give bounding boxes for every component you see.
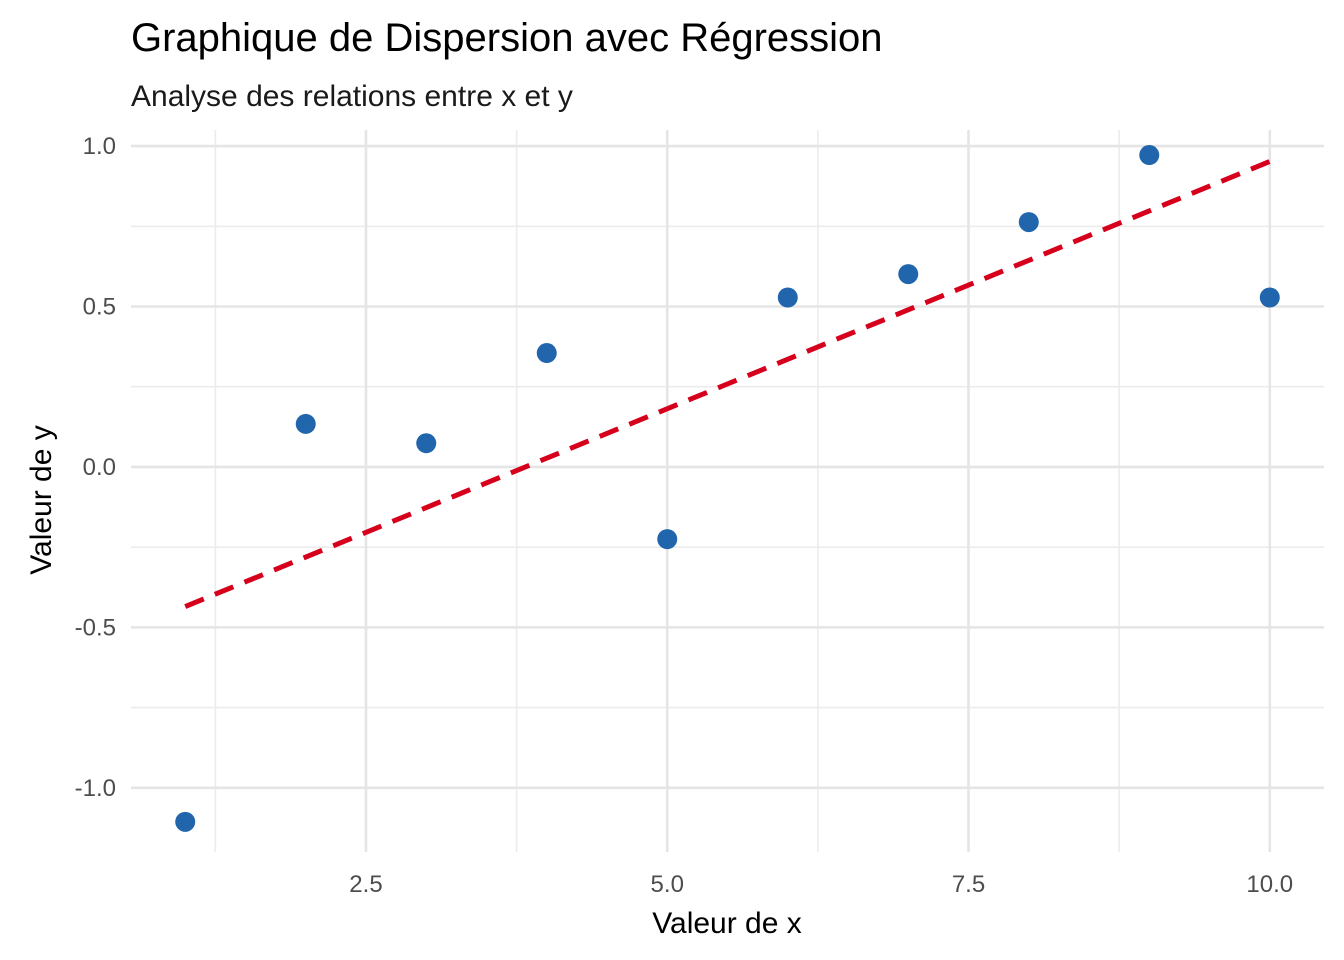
data-point	[1259, 287, 1280, 308]
data-point	[416, 433, 437, 454]
data-point	[536, 343, 557, 364]
minor-gridlines	[131, 130, 1324, 852]
data-point	[657, 529, 678, 550]
x-tick-label: 7.5	[952, 871, 985, 898]
data-point	[175, 811, 196, 832]
data-points	[175, 145, 1280, 832]
chart-subtitle: Analyse des relations entre x et y	[131, 80, 573, 113]
y-tick-label: 0.0	[83, 454, 116, 481]
regression-line	[184, 159, 1271, 609]
y-tick-label: -1.0	[75, 775, 116, 802]
y-tick-label: 1.0	[83, 133, 116, 160]
x-tick-label: 10.0	[1246, 871, 1293, 898]
chart-title: Graphique de Dispersion avec Régression	[131, 16, 883, 60]
y-tick-label: -0.5	[75, 614, 116, 641]
x-tick-label: 5.0	[651, 871, 684, 898]
data-point	[1139, 145, 1160, 166]
data-point	[777, 287, 798, 308]
data-point	[898, 264, 919, 285]
data-point	[295, 413, 316, 434]
y-axis-title: Valeur de y	[25, 425, 58, 575]
regression-lines	[184, 159, 1271, 609]
major-gridlines	[131, 130, 1324, 852]
y-axis-tick-labels: -1.0 -0.5 0.0 0.5 1.0	[75, 133, 116, 802]
x-axis-title: Valeur de x	[652, 907, 802, 940]
data-point	[1018, 212, 1039, 233]
x-tick-label: 2.5	[349, 871, 382, 898]
y-tick-label: 0.5	[83, 293, 116, 320]
x-axis-tick-labels: 2.5 5.0 7.5 10.0	[349, 871, 1293, 898]
